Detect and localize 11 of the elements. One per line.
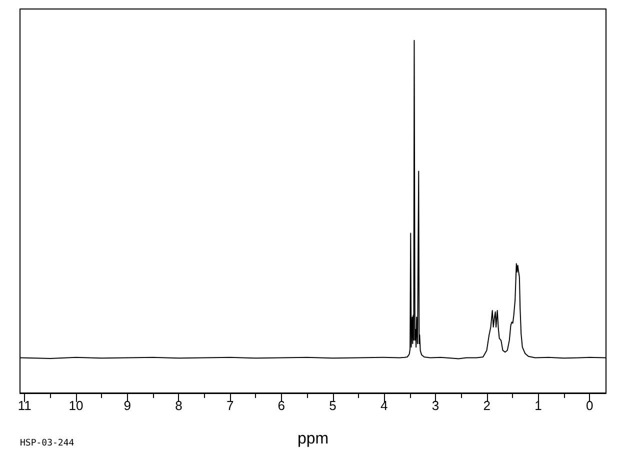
x-tick-label: 3 (432, 398, 440, 413)
text: HSP-03-244 (20, 438, 74, 448)
x-tick-label: 6 (278, 398, 286, 413)
x-tick-label: 10 (68, 398, 84, 413)
x-tick-label: 11 (18, 398, 32, 413)
x-tick-label: 8 (175, 398, 182, 413)
x-tick-label: 4 (380, 398, 388, 413)
x-tick-label: 0 (586, 398, 594, 413)
x-tick-label: 5 (329, 398, 336, 413)
x-tick-label: 9 (124, 398, 131, 413)
x-axis-title: ppm (297, 430, 329, 448)
